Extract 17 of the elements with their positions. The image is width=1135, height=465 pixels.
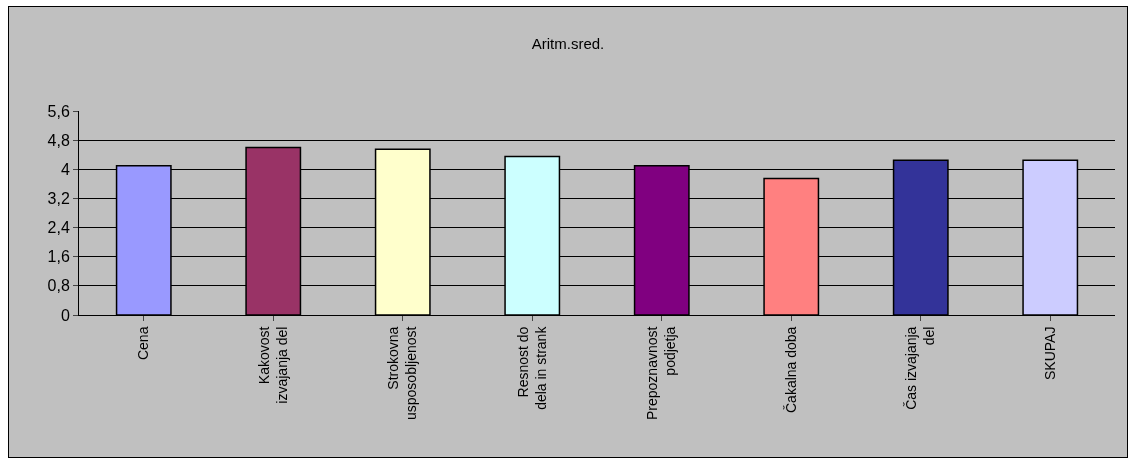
y-tick-label: 4: [60, 160, 70, 178]
x-tick-label: Kakovost izvajanja del: [255, 326, 290, 404]
chart-title: Aritm.sred.: [531, 35, 605, 52]
y-tick-label: 0,8: [47, 277, 70, 295]
y-tick-label: 1,6: [47, 248, 70, 266]
y-tick-label: 0: [60, 306, 70, 324]
x-tick-label: Cena: [135, 326, 152, 361]
y-tick-label: 2,4: [47, 219, 70, 237]
y-tick-label: 3,2: [47, 190, 70, 208]
x-tick-label: Strokovna usposobljenost: [385, 326, 420, 421]
y-tick-label: 5,6: [47, 102, 70, 120]
x-tick-label: Čakalna doba: [782, 326, 799, 414]
x-tick-label: SKUPAJ: [1041, 326, 1058, 381]
x-tick-label: Čas izvajanja del: [903, 326, 938, 410]
x-tick-label: Prepoznavnost podjetja: [644, 326, 679, 421]
x-tick-label: Resnost do dela in strank: [514, 325, 549, 410]
y-tick-label: 4,8: [47, 131, 70, 149]
